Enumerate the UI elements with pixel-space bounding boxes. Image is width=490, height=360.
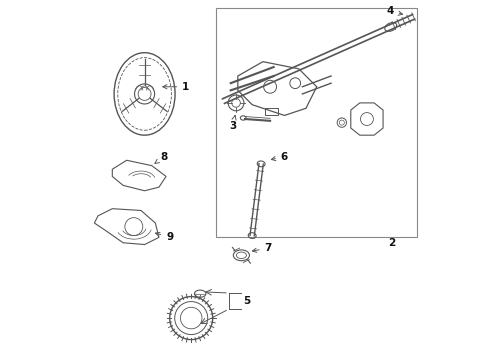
Text: 4: 4	[387, 6, 403, 17]
Text: 2: 2	[389, 238, 396, 248]
Bar	[265, 108, 278, 116]
Text: 3: 3	[229, 116, 236, 131]
Text: 5: 5	[243, 296, 250, 306]
Text: 7: 7	[252, 243, 272, 253]
Text: 6: 6	[271, 152, 288, 162]
Text: 1: 1	[163, 82, 190, 92]
Text: 9: 9	[155, 232, 173, 242]
Bar	[216, 8, 417, 237]
Text: 8: 8	[155, 152, 168, 163]
